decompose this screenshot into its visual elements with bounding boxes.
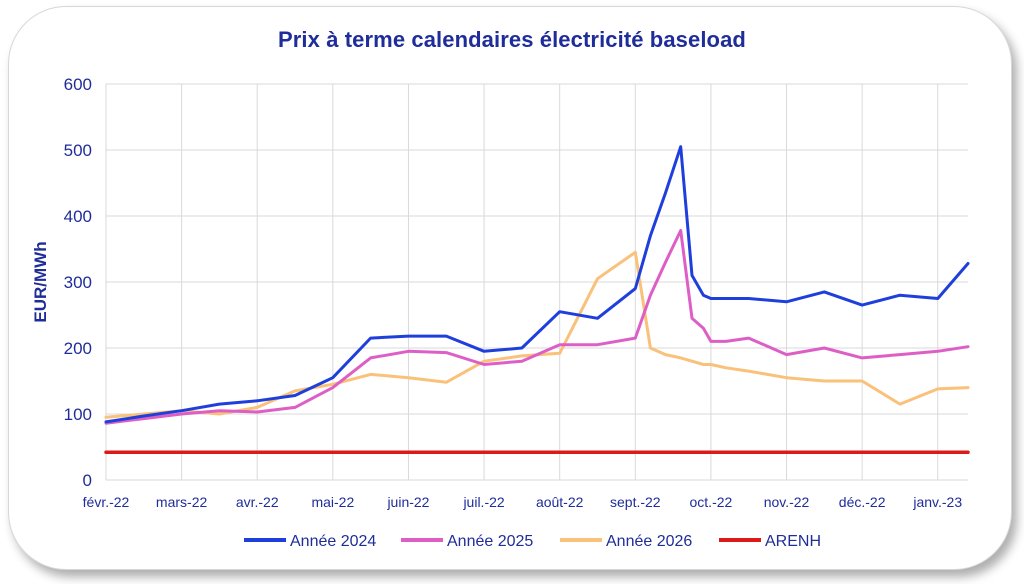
series-line-annee-2025 [104, 229, 970, 425]
x-tick-label: juin-22 [386, 494, 429, 510]
x-tick-label: mars-22 [156, 494, 208, 510]
gridlines [105, 83, 968, 481]
y-tick-label: 600 [64, 75, 92, 94]
x-tick-label: janv.-23 [912, 494, 962, 510]
y-tick-label: 300 [64, 273, 92, 292]
legend-label: Année 2025 [447, 533, 533, 550]
legend-label: Année 2024 [290, 533, 376, 550]
y-tick-label: 400 [64, 207, 92, 226]
legend-label: ARENH [765, 533, 821, 550]
y-tick-label: 200 [64, 339, 92, 358]
y-tick-label: 500 [64, 141, 92, 160]
series-lines [104, 145, 970, 455]
x-tick-label: mai-22 [311, 494, 354, 510]
x-tick-label: avr.-22 [236, 494, 279, 510]
y-axis-label: EUR/MWh [31, 241, 50, 322]
x-tick-label: juil.-22 [462, 494, 504, 510]
x-tick-label: nov.-22 [764, 494, 810, 510]
y-axis-ticks: 0 100 200 300 400 500 600 [64, 75, 92, 490]
x-axis-ticks: févr.-22 mars-22 avr.-22 mai-22 juin-22 juil.… [83, 494, 963, 510]
x-tick-label: févr.-22 [83, 494, 130, 510]
y-tick-label: 0 [83, 471, 92, 490]
chart-title: Prix à terme calendaires électricité bas… [278, 27, 746, 52]
x-tick-label: août-22 [536, 494, 584, 510]
x-tick-label: oct.-22 [690, 494, 733, 510]
chart-card [8, 6, 1012, 570]
series-line-annee-2024 [104, 145, 970, 424]
legend: Année 2024 Année 2025 Année 2026 ARENH [244, 533, 821, 550]
x-tick-label: sept.-22 [610, 494, 661, 510]
legend-label: Année 2026 [606, 533, 692, 550]
y-tick-label: 100 [64, 405, 92, 424]
x-tick-label: déc.-22 [839, 494, 886, 510]
